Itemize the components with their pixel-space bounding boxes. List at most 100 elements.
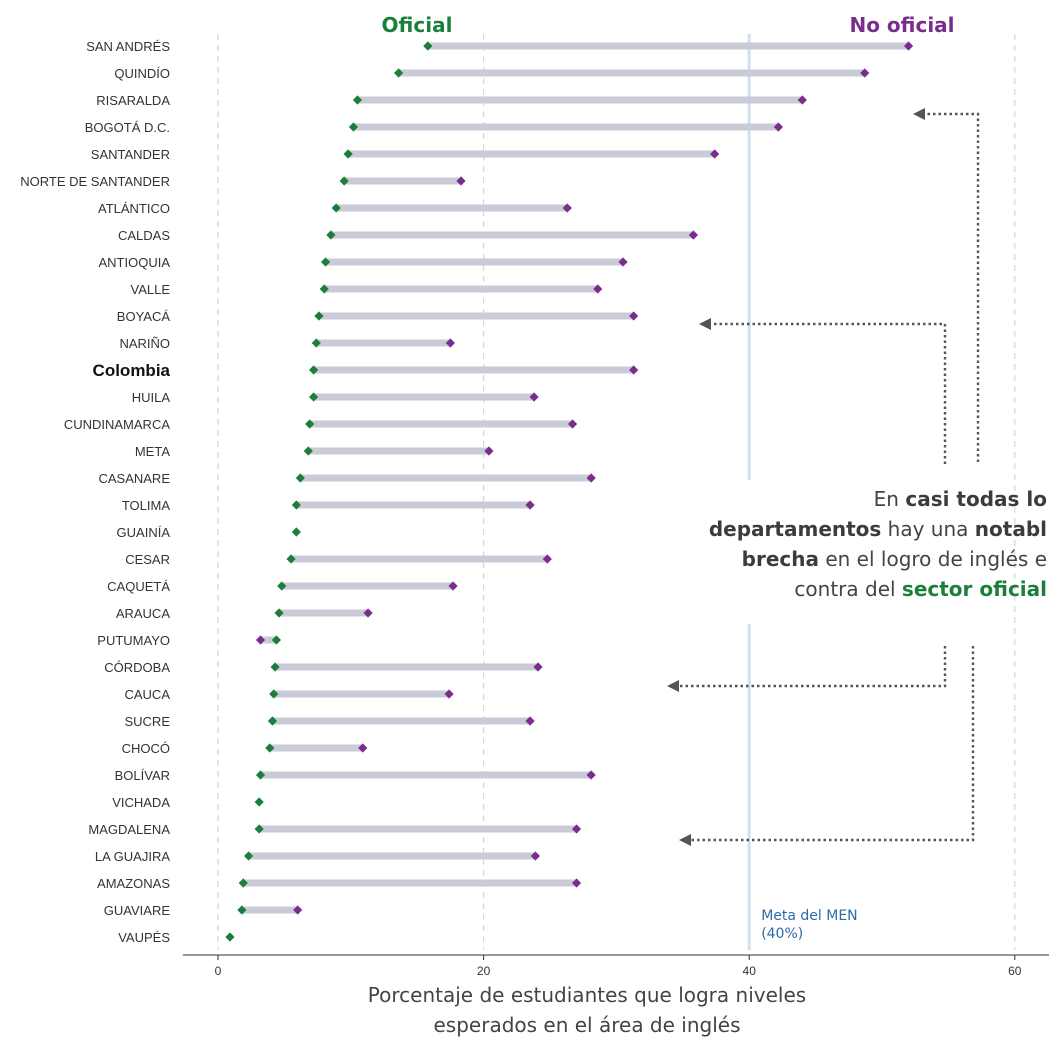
- arrow-head-4: [679, 834, 691, 846]
- point-oficial-cundinamarca: [305, 419, 315, 429]
- connector-3: [679, 646, 947, 688]
- grid-layer: [217, 34, 1016, 950]
- dept-label-guainia: GUAINÍA: [117, 525, 171, 540]
- x-axis-title-line: Porcentaje de estudiantes que logra nive…: [368, 983, 806, 1007]
- dept-label-san-andres: SAN ANDRÉS: [86, 39, 170, 54]
- point-no-oficial-arauca: [363, 608, 373, 618]
- point-oficial-meta: [303, 446, 313, 456]
- dept-label-antioquia: ANTIOQUIA: [98, 255, 170, 270]
- point-no-oficial-antioquia: [618, 257, 628, 267]
- dept-label-guaviare: GUAVIARE: [104, 903, 171, 918]
- dept-label-meta: META: [135, 444, 170, 459]
- dept-label-caqueta: CAQUETÁ: [107, 579, 170, 594]
- annotation-segment: en el logro de inglés e: [819, 547, 1047, 571]
- arrow-head-2: [699, 318, 711, 330]
- dept-label-amazonas: AMAZONAS: [97, 876, 170, 891]
- dept-label-atlantico: ATLÁNTICO: [98, 201, 170, 216]
- dept-label-arauca: ARAUCA: [116, 606, 171, 621]
- x-tick-label-60: 60: [1008, 964, 1022, 978]
- point-no-oficial-valle: [593, 284, 603, 294]
- point-oficial-casanare: [295, 473, 305, 483]
- arrow-head-3: [667, 680, 679, 692]
- x-tick-label-0: 0: [215, 964, 222, 978]
- annotation-segment: hay una: [881, 517, 974, 541]
- point-no-oficial-colombia: [629, 365, 639, 375]
- point-oficial-la-guajira: [243, 851, 254, 861]
- point-oficial-caqueta: [277, 581, 287, 591]
- dept-label-sucre: SUCRE: [124, 714, 170, 729]
- point-no-oficial-caldas: [688, 230, 699, 240]
- point-oficial-vaupes: [225, 932, 235, 942]
- point-no-oficial-tolima: [525, 500, 535, 510]
- annotation-segment: En: [874, 487, 906, 511]
- point-oficial-narino: [311, 338, 321, 348]
- point-no-oficial-casanare: [586, 473, 596, 483]
- point-oficial-choco: [265, 743, 275, 753]
- reference-layer: Meta del MEN (40%): [747, 34, 858, 950]
- dept-label-vaupes: VAUPÉS: [118, 930, 170, 945]
- dept-label-bogota-d-c: BOGOTÁ D.C.: [85, 120, 170, 135]
- point-oficial-tolima: [291, 500, 301, 510]
- point-oficial-atlantico: [331, 203, 341, 213]
- dept-label-la-guajira: LA GUAJIRA: [95, 849, 170, 864]
- dept-label-casanare: CASANARE: [98, 471, 170, 486]
- dept-label-cesar: CESAR: [125, 552, 170, 567]
- annotation-segment: departamentos: [709, 517, 881, 541]
- point-no-oficial-boyaca: [629, 311, 639, 321]
- x-axis-title-line: esperados en el área de inglés: [434, 1013, 741, 1037]
- arrow-head-1: [913, 108, 925, 120]
- annotation-layer: En casi todas lo departamentos hay una no…: [667, 108, 1047, 846]
- x-axis: 0 20 40 60 Porcentaje de estudiantes que log…: [182, 954, 1049, 1037]
- annotation-segment: casi todas lo: [905, 487, 1047, 511]
- point-oficial-cordoba: [270, 662, 280, 672]
- dept-label-tolima: TOLIMA: [122, 498, 170, 513]
- legend-no-oficial: No oficial: [849, 13, 954, 37]
- point-no-oficial-bolivar: [586, 770, 596, 780]
- point-no-oficial-huila: [529, 392, 539, 402]
- point-no-oficial-cordoba: [533, 662, 543, 672]
- point-oficial-guaviare: [237, 905, 247, 915]
- point-no-oficial-risaralda: [797, 95, 807, 105]
- point-oficial-magdalena: [254, 824, 264, 834]
- point-oficial-cesar: [286, 554, 296, 564]
- connector-4: [691, 646, 975, 842]
- point-no-oficial-norte-de-santander: [456, 176, 466, 186]
- dept-label-caldas: CALDAS: [118, 228, 170, 243]
- point-no-oficial-cesar: [542, 554, 552, 564]
- point-no-oficial-cundinamarca: [567, 419, 578, 429]
- point-oficial-risaralda: [352, 95, 363, 105]
- point-no-oficial-la-guajira: [530, 851, 540, 861]
- dept-label-putumayo: PUTUMAYO: [97, 633, 170, 648]
- annotation-segment: notabl: [975, 517, 1047, 541]
- dept-label-boyaca: BOYACÁ: [117, 309, 171, 324]
- annotation-segment: brecha: [742, 547, 819, 571]
- dept-label-magdalena: MAGDALENA: [88, 822, 170, 837]
- annotation-line: brecha en el logro de inglés e: [742, 547, 1047, 571]
- point-oficial-bogota-d-c: [348, 122, 359, 132]
- legend-oficial: Oficial: [382, 13, 453, 37]
- dept-label-quindio: QUINDÍO: [114, 66, 170, 81]
- annotation-line: En casi todas lo: [874, 487, 1047, 511]
- connector-1: [925, 112, 980, 462]
- point-oficial-cauca: [269, 689, 279, 699]
- point-no-oficial-sucre: [525, 716, 535, 726]
- annotation-line: contra del sector oficial: [794, 577, 1047, 601]
- point-no-oficial-guaviare: [293, 905, 303, 915]
- dept-label-valle: VALLE: [130, 282, 170, 297]
- dept-label-santander: SANTANDER: [91, 147, 170, 162]
- dept-label-risaralda: RISARALDA: [96, 93, 170, 108]
- annotation-line: departamentos hay una notabl: [709, 517, 1047, 541]
- bars-layer: [225, 41, 914, 942]
- point-no-oficial-choco: [358, 743, 368, 753]
- dept-label-cundinamarca: CUNDINAMARCA: [64, 417, 171, 432]
- dept-label-narino: NARIÑO: [119, 336, 170, 351]
- meta-label-line: Meta del MEN: [761, 908, 857, 924]
- meta-label-line: (40%): [761, 926, 803, 942]
- point-oficial-bolivar: [255, 770, 266, 780]
- x-tick-label-40: 40: [743, 964, 757, 978]
- point-no-oficial-atlantico: [562, 203, 572, 213]
- point-no-oficial-bogota-d-c: [773, 122, 784, 132]
- point-oficial-caldas: [326, 230, 336, 240]
- point-oficial-quindio: [394, 68, 404, 78]
